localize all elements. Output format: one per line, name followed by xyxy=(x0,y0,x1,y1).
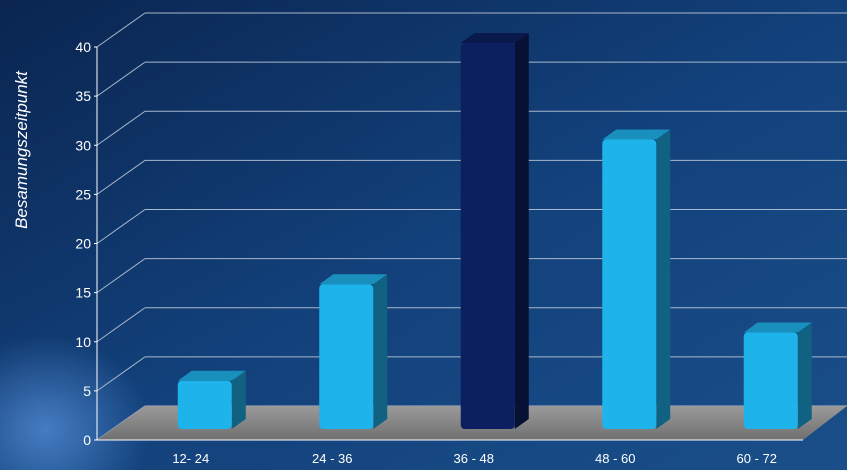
bar xyxy=(460,33,529,429)
bar-front xyxy=(602,139,657,429)
y-tick-label: 0 xyxy=(83,432,91,448)
y-tick-label: 5 xyxy=(83,383,91,399)
bar-front xyxy=(743,332,798,429)
bar-side xyxy=(231,370,246,429)
bar-front xyxy=(460,43,515,429)
gridline-diagonal xyxy=(96,209,146,244)
x-tick-label: 24 - 36 xyxy=(312,451,352,466)
bar xyxy=(743,322,812,429)
bar xyxy=(319,274,388,429)
gridline-diagonal xyxy=(96,12,146,48)
bar-top xyxy=(319,274,388,285)
bar-side xyxy=(514,33,529,429)
bar-front xyxy=(177,380,232,429)
x-tick-label: 36 - 48 xyxy=(454,451,494,466)
bar-top xyxy=(602,129,671,140)
y-tick-label: 20 xyxy=(75,236,91,252)
bar xyxy=(602,129,671,429)
y-axis-label: Besamungszeitpunkt xyxy=(12,70,31,229)
y-tick-label: 40 xyxy=(75,39,91,55)
y-tick-label: 35 xyxy=(75,88,91,104)
gridline-diagonal xyxy=(96,307,146,343)
y-tick-label: 10 xyxy=(75,334,91,350)
bar-top xyxy=(460,33,529,43)
gridline-diagonal xyxy=(96,356,146,392)
bar-top xyxy=(177,370,246,381)
y-tick-label: 15 xyxy=(75,285,91,301)
bar-side xyxy=(797,322,812,429)
gridline-diagonal xyxy=(96,258,146,294)
bar-side xyxy=(656,129,671,429)
bar-front xyxy=(319,284,374,429)
gridline-diagonal xyxy=(96,61,146,97)
bar-top xyxy=(743,322,812,333)
x-tick-label: 12- 24 xyxy=(172,451,209,466)
bar-side xyxy=(373,274,388,429)
x-tick-label: 48 - 60 xyxy=(595,451,635,466)
y-tick-label: 30 xyxy=(75,137,91,153)
bar xyxy=(177,370,246,429)
y-tick-label: 25 xyxy=(75,186,91,202)
x-tick-label: 60 - 72 xyxy=(737,451,777,466)
gridline-diagonal xyxy=(96,159,146,195)
gridline-diagonal xyxy=(96,110,146,146)
